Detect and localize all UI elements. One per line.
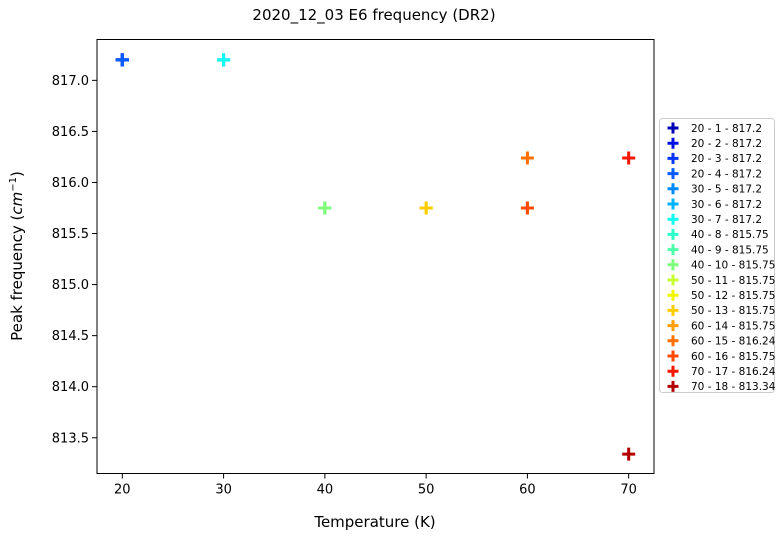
legend-item: 20 - 2 - 817.2: [667, 137, 762, 150]
legend-label: 30 - 5 - 817.2: [691, 184, 762, 196]
y-tick-label: 814.0: [52, 380, 89, 395]
legend-item: 70 - 17 - 816.24: [667, 365, 776, 378]
y-tick-label: 813.5: [52, 431, 89, 446]
legend-marker: [667, 274, 679, 286]
data-markers: [115, 53, 636, 461]
legend-item: 20 - 3 - 817.2: [667, 152, 762, 165]
data-point: [622, 447, 636, 461]
legend-marker: [667, 350, 679, 362]
legend-label: 50 - 12 - 815.75: [691, 290, 775, 302]
legend-label: 50 - 13 - 815.75: [691, 305, 775, 317]
legend-item: 60 - 16 - 815.75: [667, 350, 775, 363]
x-tick-label: 30: [215, 483, 232, 498]
legend-item: 60 - 14 - 815.75: [667, 320, 775, 332]
data-point: [520, 201, 534, 215]
x-axis-ticks: 20 30 40 50 60 70: [114, 473, 637, 498]
legend-frame: [659, 118, 775, 393]
x-tick-label: 70: [620, 483, 637, 498]
y-axis-label: Peak frequency (cm−1): [8, 171, 26, 341]
legend-marker: [667, 289, 679, 301]
legend-label: 20 - 1 - 817.2: [691, 123, 762, 135]
legend-marker: [667, 152, 679, 164]
legend-marker: [667, 183, 679, 195]
legend-item: 40 - 8 - 815.75: [667, 228, 769, 241]
legend: 20 - 1 - 817.2 20 - 2 - 817.2 20 - 3 - 817…: [659, 118, 776, 393]
legend-marker: [667, 380, 679, 392]
legend-item: 50 - 12 - 815.75: [667, 289, 775, 302]
legend-marker: [667, 335, 679, 347]
data-point: [520, 151, 534, 165]
legend-item: 20 - 1 - 817.2: [667, 122, 762, 135]
data-point: [115, 53, 129, 67]
legend-label: 60 - 14 - 815.75: [691, 320, 775, 332]
legend-marker: [667, 259, 679, 271]
legend-label: 20 - 3 - 817.2: [691, 153, 762, 165]
data-point: [318, 201, 332, 215]
legend-item: 40 - 9 - 815.75: [667, 244, 769, 256]
legend-item: 70 - 18 - 813.34: [667, 380, 776, 393]
legend-label: 30 - 6 - 817.2: [691, 199, 762, 211]
legend-item: 40 - 10 - 815.75: [667, 259, 775, 272]
legend-label: 60 - 16 - 815.75: [691, 351, 775, 363]
x-tick-label: 20: [114, 483, 131, 498]
legend-marker: [667, 244, 679, 256]
legend-label: 40 - 10 - 815.75: [691, 260, 775, 272]
legend-item: 30 - 6 - 817.2: [667, 198, 762, 211]
plot-frame: [96, 39, 655, 474]
legend-label: 70 - 18 - 813.34: [691, 381, 776, 393]
legend-label: 20 - 4 - 817.2: [691, 168, 762, 180]
legend-item: 50 - 13 - 815.75: [667, 304, 775, 317]
legend-label: 50 - 11 - 815.75: [691, 275, 775, 287]
y-tick-label: 817.0: [52, 74, 89, 89]
data-point: [217, 53, 231, 67]
data-point: [419, 201, 433, 215]
x-tick-label: 50: [418, 483, 435, 498]
legend-marker: [667, 304, 679, 316]
legend-item: 30 - 7 - 817.2: [667, 213, 762, 226]
legend-item: 30 - 5 - 817.2: [667, 183, 762, 196]
legend-marker: [667, 213, 679, 225]
legend-label: 20 - 2 - 817.2: [691, 138, 762, 150]
legend-marker: [667, 168, 679, 180]
legend-item: 20 - 4 - 817.2: [667, 168, 762, 180]
legend-label: 70 - 17 - 816.24: [691, 366, 776, 378]
y-tick-label: 815.0: [52, 278, 89, 293]
legend-marker: [667, 198, 679, 210]
x-tick-label: 40: [317, 483, 334, 498]
legend-marker: [667, 365, 679, 377]
legend-label: 60 - 15 - 816.24: [691, 336, 776, 348]
chart-title: 2020_12_03 E6 frequency (DR2): [252, 6, 495, 25]
x-axis-label: Temperature (K): [313, 513, 435, 531]
legend-item: 50 - 11 - 815.75: [667, 274, 775, 287]
legend-marker: [667, 228, 679, 240]
legend-marker: [667, 320, 679, 332]
legend-label: 30 - 7 - 817.2: [691, 214, 762, 226]
y-axis-ticks: 813.5 814.0 814.5 815.0 815.5 816.0 816.5 817.0: [52, 74, 97, 446]
data-point: [622, 151, 636, 165]
legend-label: 40 - 9 - 815.75: [691, 244, 769, 256]
y-tick-label: 815.5: [52, 227, 89, 242]
legend-item: 60 - 15 - 816.24: [667, 335, 776, 348]
legend-marker: [667, 137, 679, 149]
y-axis-label-exponent: −1: [8, 177, 19, 192]
legend-label: 40 - 8 - 815.75: [691, 229, 769, 241]
y-tick-label: 816.0: [52, 176, 89, 191]
y-axis-label-end: ): [8, 171, 26, 177]
x-tick-label: 60: [519, 483, 536, 498]
y-axis-label-main: Peak frequency (: [8, 215, 26, 341]
y-tick-label: 816.5: [52, 125, 89, 140]
legend-marker: [667, 122, 679, 134]
y-axis-label-unit: cm: [8, 192, 26, 215]
y-tick-label: 814.5: [52, 329, 89, 344]
